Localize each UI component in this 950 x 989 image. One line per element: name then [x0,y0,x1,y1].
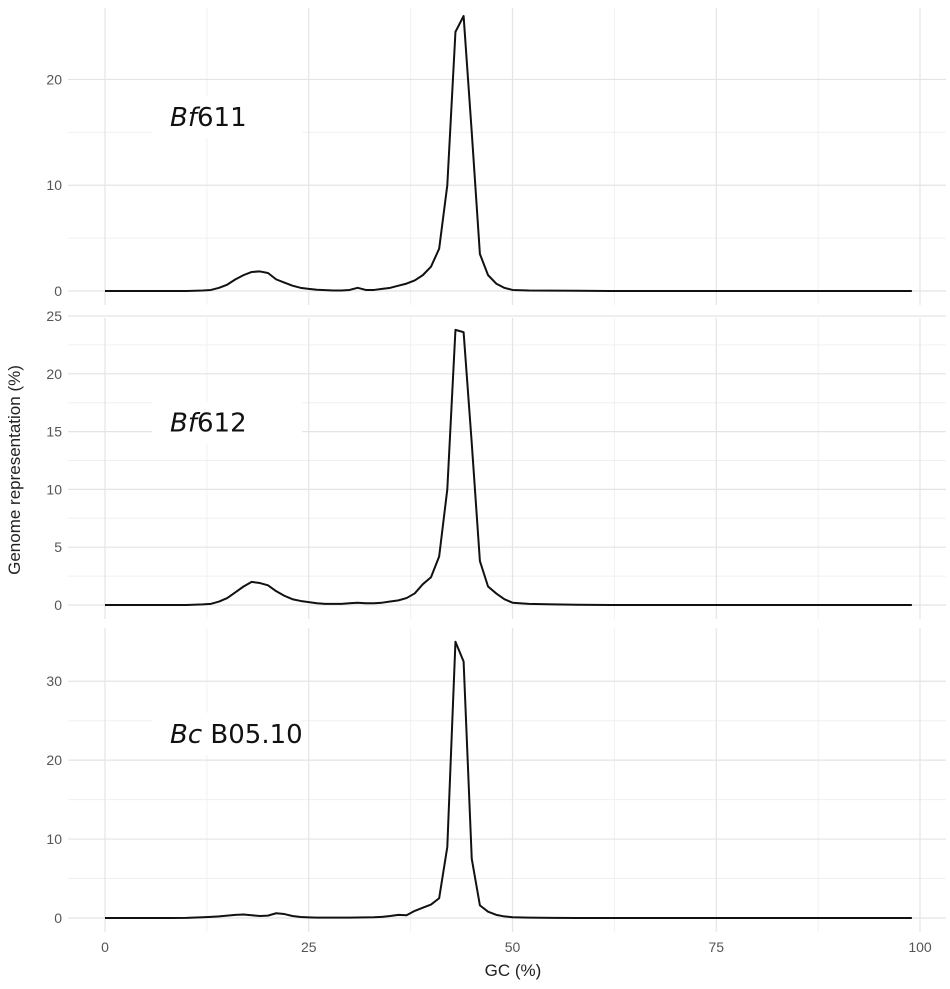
panel-label-text: B05.10 [202,720,303,750]
y-tick-label: 5 [54,539,62,555]
gc-distribution-line [105,15,912,292]
y-axis-title: Genome representation (%) [5,365,24,575]
panel-label-italic: Bc [170,720,202,750]
y-tick-label: 10 [46,831,62,847]
panel-label-background [152,96,302,138]
panel-label-italic: Bf [170,409,201,439]
y-tick-label: 20 [46,366,62,382]
x-tick-label: 0 [101,939,109,955]
y-tick-label: 25 [46,308,62,324]
y-tick-label: 0 [54,597,62,613]
y-tick-label: 20 [46,71,62,87]
panel-label-background [152,712,302,755]
panel-1: 0 10 20 Bf611 [46,8,946,305]
panel-2: 0 5 10 15 20 25 Bf612 [46,308,946,619]
gc-distribution-line [105,640,912,919]
panel-label: Bf612 [170,409,247,439]
y-tick-label: 0 [54,283,62,299]
x-tick-label: 50 [505,939,521,955]
panel-label-text: 612 [197,409,247,439]
x-tick-label: 100 [908,939,932,955]
panel-label-background [152,401,302,444]
panel-label-text: 611 [197,103,247,133]
x-axis-title: GC (%) [485,961,542,980]
x-tick-label: 75 [708,939,724,955]
y-tick-label: 10 [46,177,62,193]
y-tick-label: 30 [46,673,62,689]
x-tick-label: 25 [301,939,317,955]
y-tick-label: 20 [46,752,62,768]
panel-3: 0 10 20 30 Bc B05.10 [46,628,946,932]
panel-label: Bf611 [170,103,247,133]
y-tick-label: 15 [46,424,62,440]
y-tick-label: 0 [54,910,62,926]
gc-distribution-line [105,328,912,606]
panel-label: Bc B05.10 [170,720,303,750]
panel-label-italic: Bf [170,103,201,133]
y-tick-label: 10 [46,481,62,497]
